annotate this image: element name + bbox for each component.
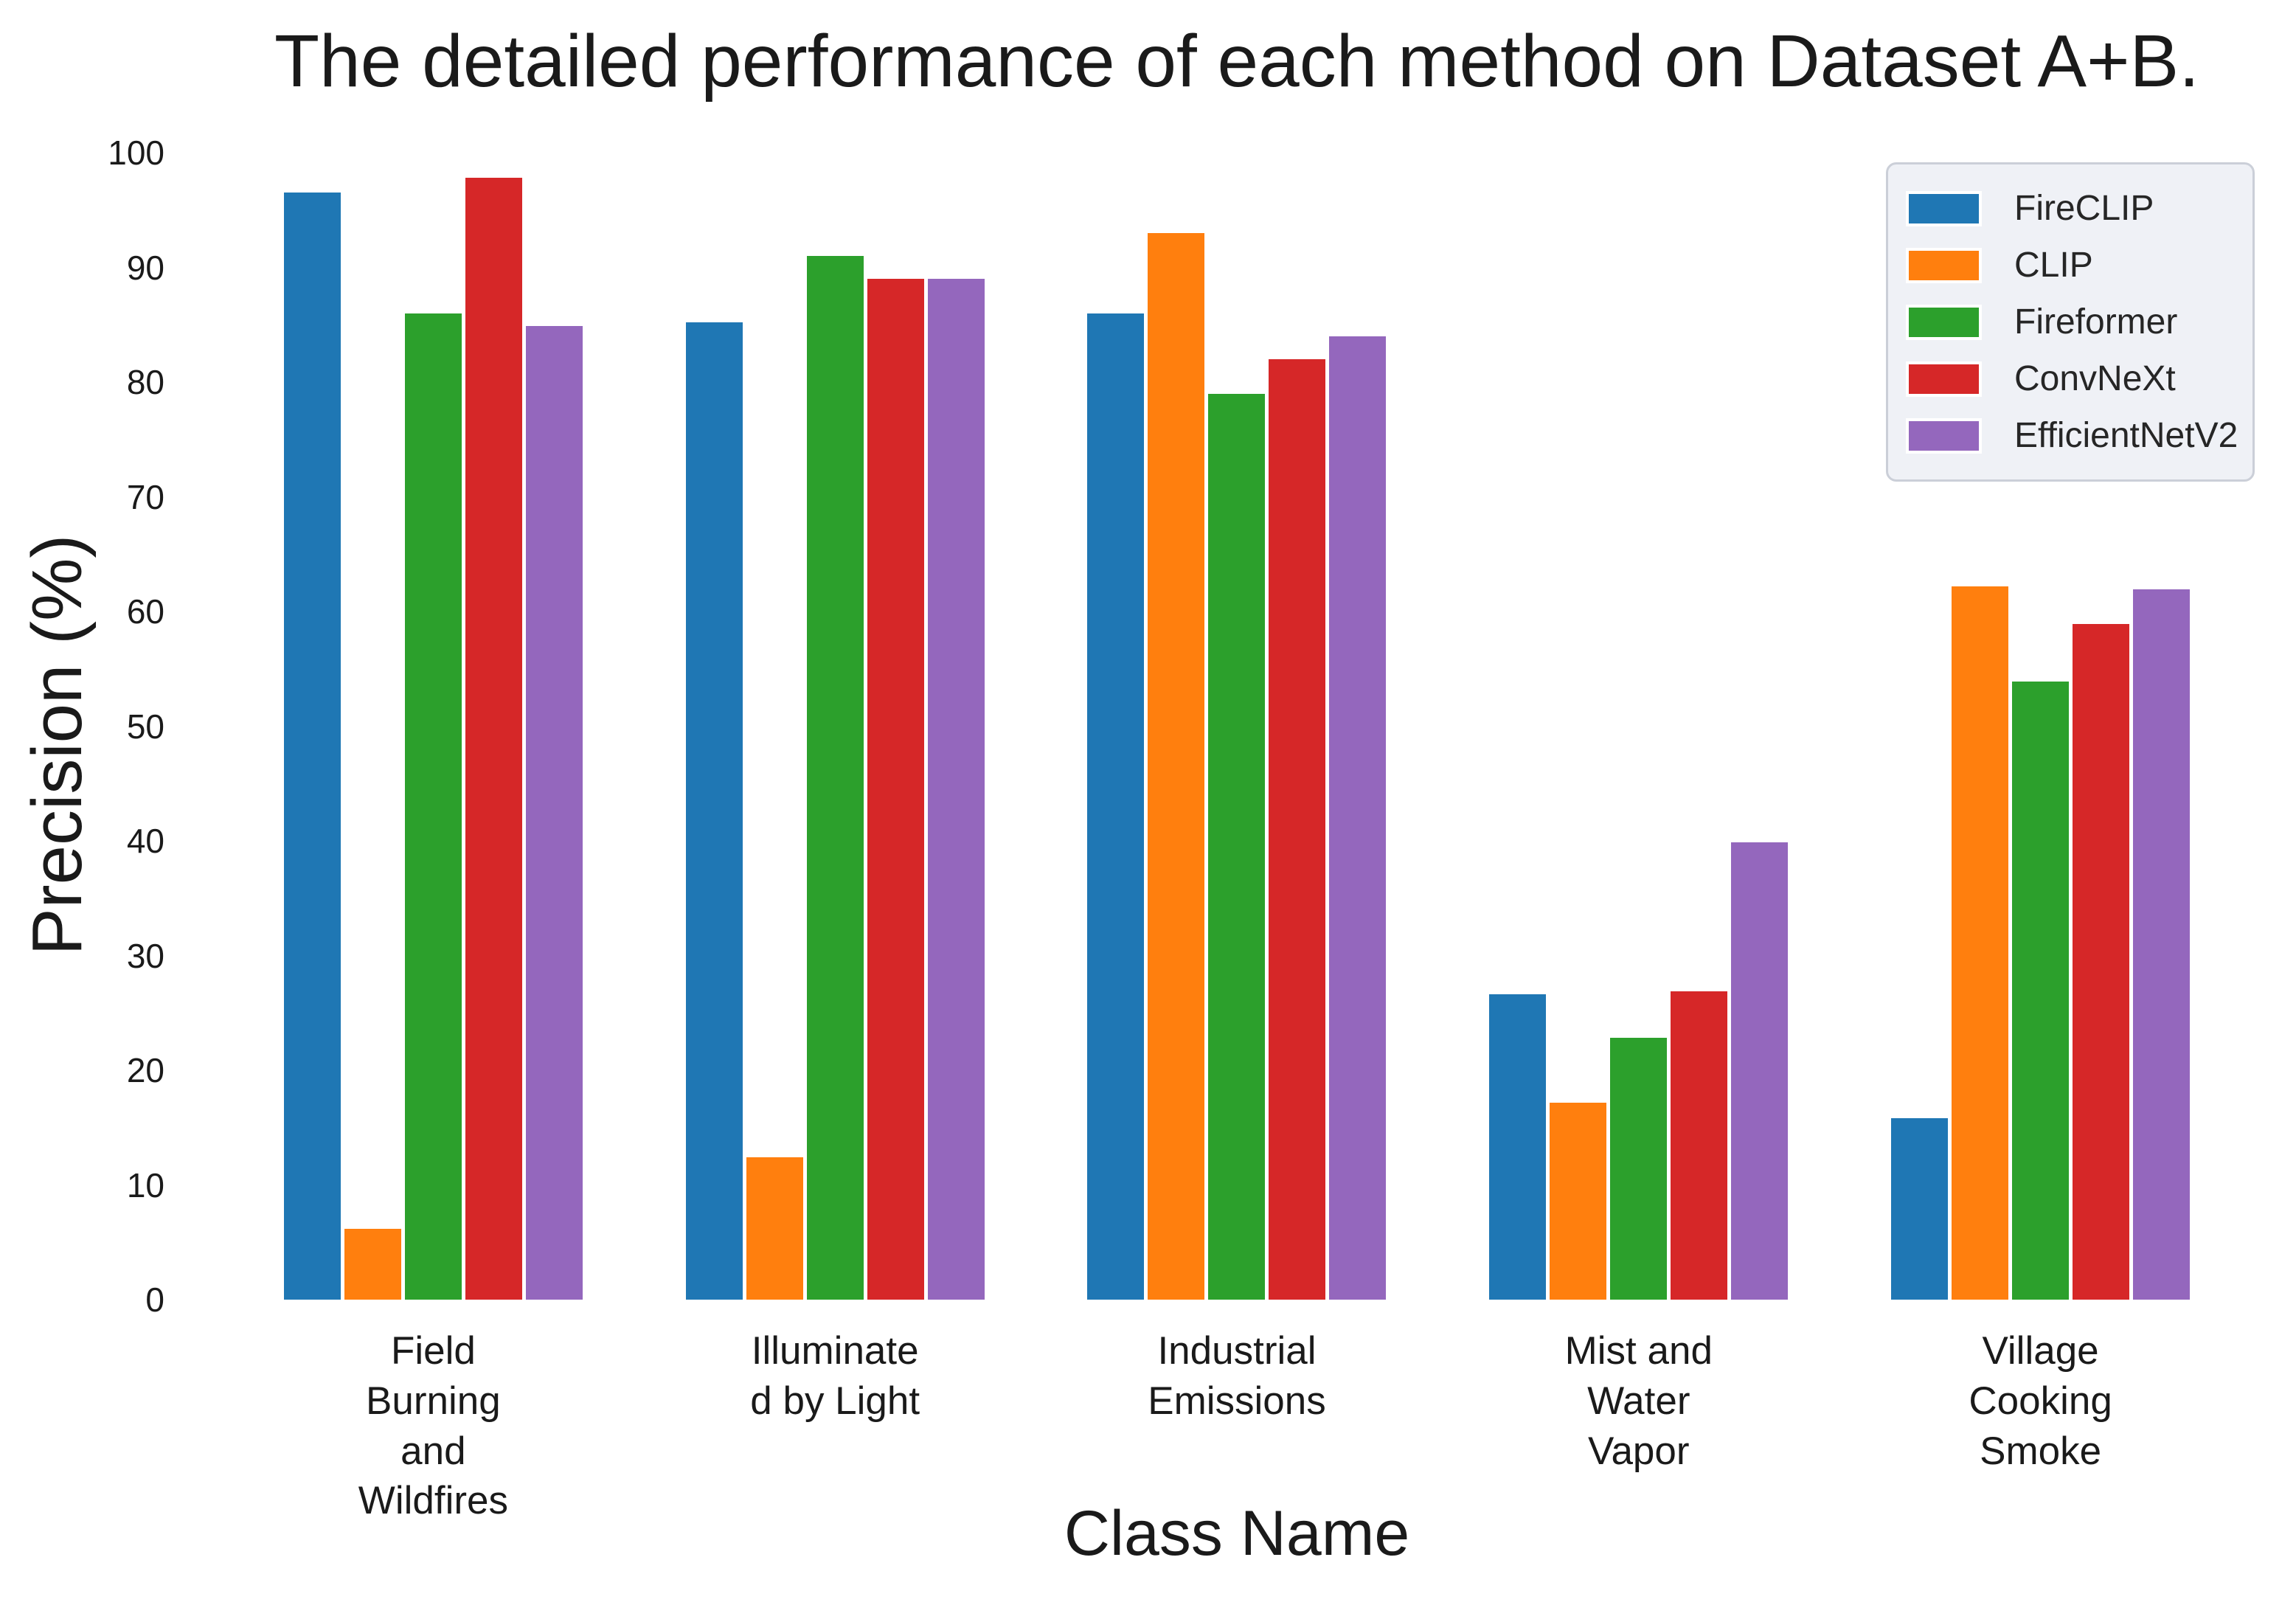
legend-item: FireCLIP — [1906, 188, 2235, 229]
bar-clip — [1952, 586, 2009, 1300]
bar-convnext — [2073, 624, 2130, 1300]
y-tick-label: 70 — [126, 477, 164, 516]
bar-convnext — [465, 178, 522, 1300]
legend-label: FireCLIP — [2014, 189, 2154, 228]
category-label: Field Burning and Wildfires — [358, 1329, 508, 1523]
y-axis-tick-labels: 0 10 20 30 40 50 60 70 80 90 100 — [74, 134, 164, 1319]
legend-swatch-clip — [1906, 247, 1982, 283]
bar-fireformer — [404, 313, 462, 1300]
y-tick-label: 100 — [108, 134, 164, 172]
legend-item: EfficientNetV2 — [1906, 415, 2238, 456]
chart-title: The detailed performance of each method … — [274, 20, 2199, 103]
legend-item: CLIP — [1906, 245, 2235, 285]
legend-swatch-convnext — [1906, 361, 1982, 397]
bar-fireclip — [1891, 1118, 1949, 1300]
bar-groups — [232, 153, 2241, 1300]
bar-clip — [1550, 1102, 1607, 1300]
legend-swatch-fireclip — [1906, 190, 1982, 226]
legend-swatch-efficientnetv2 — [1906, 417, 1982, 454]
bar-group — [1839, 153, 2241, 1300]
bar-fireformer — [806, 255, 864, 1300]
y-tick-label: 50 — [126, 707, 164, 746]
category-label: Mist and Water Vapor — [1564, 1329, 1713, 1473]
legend-label: Fireformer — [2014, 302, 2178, 342]
y-tick-label: 20 — [126, 1051, 164, 1089]
bar-convnext — [1671, 991, 1728, 1300]
category-label: Village Cooking Smoke — [1969, 1329, 2112, 1473]
bar-group — [232, 153, 634, 1300]
bar-efficientnetv2 — [525, 325, 583, 1300]
legend: FireCLIP CLIP Fireformer ConvNeXt EfficientN… — [1886, 162, 2255, 482]
bar-convnext — [867, 279, 924, 1300]
x-axis-label: Class Name — [1064, 1498, 1410, 1569]
bar-group — [634, 153, 1036, 1300]
bar-fireclip — [1489, 994, 1547, 1300]
legend-item: ConvNeXt — [1906, 358, 2235, 399]
bar-efficientnetv2 — [2133, 589, 2191, 1300]
legend-item: Fireformer — [1906, 302, 2235, 342]
bar-fireclip — [685, 322, 743, 1300]
bar-fireclip — [1087, 313, 1145, 1300]
bar-group — [1437, 153, 1839, 1300]
bar-efficientnetv2 — [1329, 336, 1387, 1300]
y-tick-label: 40 — [126, 822, 164, 860]
y-tick-label: 80 — [126, 363, 164, 401]
y-tick-label: 30 — [126, 936, 164, 975]
x-axis-category-labels: Field Burning and Wildfires Illuminate d … — [232, 1326, 2241, 1526]
bar-fireclip — [283, 193, 341, 1300]
y-tick-label: 0 — [145, 1280, 164, 1319]
legend-swatch-fireformer — [1906, 304, 1982, 340]
bar-efficientnetv2 — [927, 279, 985, 1300]
legend-items: FireCLIP CLIP Fireformer ConvNeXt EfficientN… — [1906, 188, 2238, 456]
legend-label: CLIP — [2014, 246, 2093, 285]
bar-efficientnetv2 — [1731, 842, 1789, 1300]
category-label: Illuminate d by Light — [750, 1329, 920, 1423]
bar-clip — [746, 1157, 803, 1300]
bar-clip — [344, 1228, 401, 1300]
plot-area — [232, 153, 2241, 1300]
bar-fireformer — [1208, 393, 1266, 1300]
legend-label: EfficientNetV2 — [2014, 416, 2238, 455]
legend-label: ConvNeXt — [2014, 359, 2176, 398]
bar-fireformer — [1610, 1038, 1668, 1300]
bar-clip — [1148, 232, 1205, 1300]
bar-group — [1036, 153, 1438, 1300]
y-tick-label: 10 — [126, 1165, 164, 1204]
bar-convnext — [1269, 358, 1326, 1300]
bar-fireformer — [2012, 681, 2070, 1300]
y-tick-label: 90 — [126, 248, 164, 287]
y-tick-label: 60 — [126, 592, 164, 631]
category-label: Industrial Emissions — [1148, 1329, 1326, 1423]
